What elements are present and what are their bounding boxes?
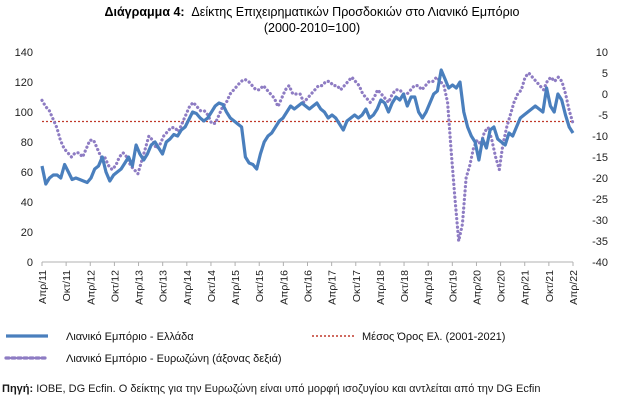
right-tick-label: 5: [602, 68, 608, 80]
right-tick-label: -10: [592, 131, 608, 143]
right-tick-label: 10: [596, 47, 608, 59]
left-tick-label: 80: [21, 137, 33, 149]
x-tick-label: Οκτ/20: [496, 270, 508, 302]
chart-subtitle: (2000-2010=100): [264, 21, 360, 35]
x-tick-label: Οκτ/19: [447, 270, 459, 302]
right-tick-label: -35: [592, 236, 608, 248]
chart-title-prefix: Διάγραμμα 4:: [105, 5, 185, 19]
series-layer: [40, 68, 575, 243]
x-tick-label: Απρ/22: [568, 270, 580, 305]
x-tick-label: Οκτ/13: [158, 270, 170, 302]
legend-item-eurozone: Λιανικό Εμπόριο - Ευρωζώνη (άξονας δεξιά…: [4, 353, 282, 365]
right-tick-label: -5: [598, 110, 608, 122]
right-tick-label: -20: [592, 173, 608, 185]
chart-title: Διάγραμμα 4: Δείκτης Επιχειρηματικών Προ…: [105, 5, 520, 19]
x-tick-label: Απρ/11: [37, 270, 49, 304]
legend: Λιανικό Εμπόριο - Ελλάδα Μέσος Όρος Ελ. …: [4, 331, 505, 365]
x-tick-label: Οκτ/17: [351, 270, 363, 302]
x-tick-label: Απρ/16: [278, 270, 290, 305]
x-tick-label: Απρ/18: [375, 270, 387, 305]
x-tick-label: Οκτ/14: [206, 270, 218, 302]
series-greece: [40, 68, 575, 186]
left-tick-label: 20: [21, 227, 33, 239]
x-tick-label: Οκτ/21: [544, 270, 556, 302]
chart-title-text: Δείκτης Επιχειρηματικών Προσδοκιών στο Λ…: [191, 5, 519, 19]
right-tick-label: -15: [592, 152, 608, 164]
source-text: ΙΟΒΕ, DG Ecfin. Ο δείκτης για την Ευρωζώ…: [33, 383, 541, 395]
x-tick-label: Απρ/19: [423, 270, 435, 305]
x-tick-label: Απρ/13: [134, 270, 146, 305]
right-tick-label: -30: [592, 215, 608, 227]
left-axis: 0 20 40 60 80 100 120 140: [15, 47, 33, 269]
legend-item-average: Μέσος Όρος Ελ. (2001-2021): [312, 331, 505, 343]
left-tick-label: 120: [15, 77, 33, 89]
legend-label-eurozone: Λιανικό Εμπόριο - Ευρωζώνη (άξονας δεξιά…: [66, 353, 282, 365]
series-eurozone: [40, 71, 575, 243]
legend-label-average: Μέσος Όρος Ελ. (2001-2021): [362, 331, 505, 343]
x-tick-label: Οκτ/12: [109, 270, 121, 302]
x-tick-label: Οκτ/16: [303, 270, 315, 302]
legend-label-greece: Λιανικό Εμπόριο - Ελλάδα: [66, 331, 194, 343]
right-tick-label: -40: [592, 257, 608, 269]
right-tick-label: 0: [602, 89, 608, 101]
x-tick-label: Απρ/14: [182, 270, 194, 305]
source-note: Πηγή: ΙΟΒΕ, DG Ecfin. Ο δείκτης για την …: [2, 383, 540, 395]
x-tick-label: Απρ/17: [327, 270, 339, 305]
x-tick-label: Οκτ/18: [399, 270, 411, 302]
right-axis: -40 -35 -30 -25 -20 -15 -10 -5 0 5 10: [592, 47, 608, 269]
x-tick-label: Οκτ/15: [254, 270, 266, 302]
x-axis: Απρ/11 Οκτ/11 Απρ/12 Οκτ/12 Απρ/13 Οκτ/13 Απρ/…: [37, 261, 580, 305]
x-tick-label: Απρ/15: [230, 270, 242, 305]
x-tick-label: Απρ/21: [520, 270, 532, 305]
right-tick-label: -25: [592, 194, 608, 206]
left-tick-label: 60: [21, 167, 33, 179]
left-tick-label: 100: [15, 107, 33, 119]
x-tick-label: Απρ/20: [471, 270, 483, 305]
legend-item-greece: Λιανικό Εμπόριο - Ελλάδα: [6, 331, 194, 343]
x-tick-label: Απρ/12: [85, 270, 97, 305]
x-tick-label: Οκτ/11: [61, 270, 73, 302]
left-tick-label: 140: [15, 47, 33, 59]
left-tick-label: 40: [21, 197, 33, 209]
source-label: Πηγή:: [2, 383, 34, 395]
left-tick-label: 0: [27, 257, 33, 269]
